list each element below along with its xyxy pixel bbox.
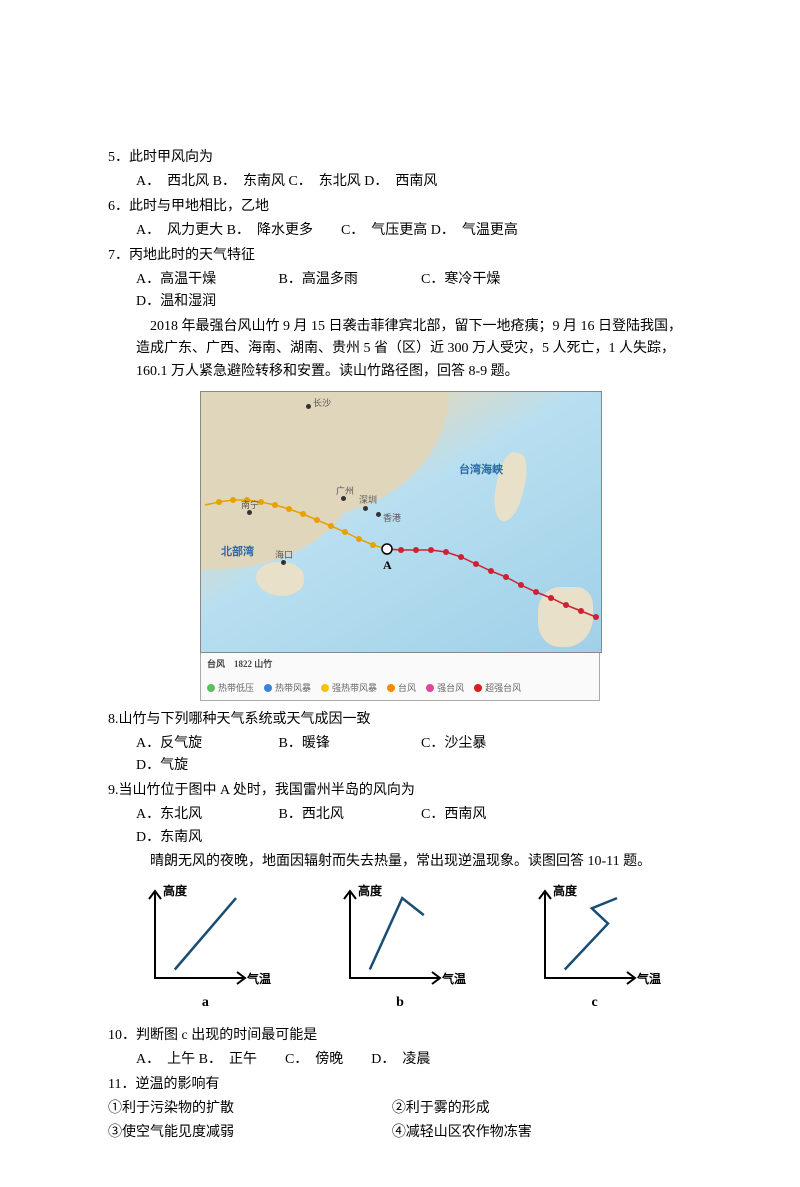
q7-stem: 7．丙地此时的天气特征 xyxy=(108,245,692,267)
q11-stem: 11．逆温的影响有 xyxy=(108,1074,692,1096)
chart-a-label: a xyxy=(135,992,275,1014)
q7-opt-d: D．温和湿润 xyxy=(136,291,275,313)
sea-label-taiwan-strait: 台湾海峡 xyxy=(459,462,503,480)
q9-opt-a: A．东北风 xyxy=(136,804,275,826)
q5-options: A． 西北风 B． 东南风 C． 东北风 D． 西南风 xyxy=(108,171,692,193)
q8-options: A．反气旋 B．暖锋 C．沙尘暴 D．气旋 xyxy=(108,733,692,778)
track-points-orange xyxy=(216,497,376,548)
typhoon-map-figure: 长沙 广州 深圳 香港 南宁 海口 台湾海峡 北部湾 A 台风 1822 山竹 … xyxy=(200,391,600,701)
q8-opt-b: B．暖锋 xyxy=(279,733,418,755)
chart-c-label: c xyxy=(525,992,665,1014)
q11-statements-row1: ①利于污染物的扩散 ②利于雾的形成 xyxy=(108,1098,692,1120)
legend-dot-2 xyxy=(264,684,272,692)
intro-8-9: 2018 年最强台风山竹 9 月 15 日袭击菲律宾北部，留下一地疮痍；9 月 … xyxy=(108,316,692,383)
q11-s1: ①利于污染物的扩散 xyxy=(108,1098,388,1120)
q10-options: A． 上午 B． 正午 C． 傍晚 D． 凌晨 xyxy=(108,1049,692,1071)
q8-opt-a: A．反气旋 xyxy=(136,733,275,755)
chart-b-xlabel: 气温 xyxy=(441,971,466,986)
city-label-changsha: 长沙 xyxy=(313,396,331,410)
legend-label-1: 热带低压 xyxy=(218,681,254,695)
legend-dot-5 xyxy=(426,684,434,692)
legend-dot-4 xyxy=(387,684,395,692)
legend-dot-3 xyxy=(321,684,329,692)
q9-opt-d: D．东南风 xyxy=(136,827,275,849)
map-legend: 台风 1822 山竹 热带低压 热带风暴 强热带风暴 台风 强台风 超强台风 xyxy=(200,653,600,701)
chart-a-ylabel: 高度 xyxy=(163,883,188,898)
q6-stem: 6．此时与甲地相比，乙地 xyxy=(108,196,692,218)
city-label-nanning: 南宁 xyxy=(241,498,259,512)
q7-opt-a: A．高温干燥 xyxy=(136,269,275,291)
point-A-marker xyxy=(382,544,392,554)
intro-10-11: 晴朗无风的夜晚，地面因辐射而失去热量，常出现逆温现象。读图回答 10-11 题。 xyxy=(108,851,692,873)
point-A-label: A xyxy=(383,556,392,575)
q7-opt-b: B．高温多雨 xyxy=(279,269,418,291)
q6-options: A． 风力更大 B． 降水更多 C． 气压更高 D． 气温更高 xyxy=(108,220,692,242)
q7-options: A．高温干燥 B．高温多雨 C．寒冷干燥 D．温和湿润 xyxy=(108,269,692,314)
q8-opt-d: D．气旋 xyxy=(136,755,275,777)
chart-c-svg: 高度 气温 xyxy=(525,883,665,988)
q9-opt-c: C．西南风 xyxy=(421,804,560,826)
track-points-red xyxy=(398,547,599,620)
q11-s3: ③使空气能见度减弱 xyxy=(108,1122,388,1144)
chart-c-xlabel: 气温 xyxy=(636,971,661,986)
q11-s2: ②利于雾的形成 xyxy=(392,1098,672,1120)
q11-s4: ④减轻山区农作物冻害 xyxy=(392,1122,672,1144)
chart-b-label: b xyxy=(330,992,470,1014)
legend-dot-1 xyxy=(207,684,215,692)
legend-label-3: 强热带风暴 xyxy=(332,681,377,695)
chart-a-svg: 高度 气温 xyxy=(135,883,275,988)
chart-b-svg: 高度 气温 xyxy=(330,883,470,988)
q5-stem: 5．此时甲风向为 xyxy=(108,147,692,169)
q9-stem: 9.当山竹位于图中 A 处时，我国雷州半岛的风向为 xyxy=(108,780,692,802)
charts-row: 高度 气温 a 高度 气温 b 高度 xyxy=(108,883,692,1014)
legend-label-4: 台风 xyxy=(398,681,416,695)
legend-label-6: 超强台风 xyxy=(485,681,521,695)
chart-c-ylabel: 高度 xyxy=(553,883,578,898)
chart-a-xlabel: 气温 xyxy=(246,971,271,986)
city-label-xianggang: 香港 xyxy=(383,511,401,525)
city-label-shenzhen: 深圳 xyxy=(359,493,377,507)
exam-page: 5．此时甲风向为 A． 西北风 B． 东南风 C． 东北风 D． 西南风 6．此… xyxy=(0,0,800,1187)
q8-stem: 8.山竹与下列哪种天气系统或天气成因一致 xyxy=(108,709,692,731)
city-label-guangzhou: 广州 xyxy=(336,484,354,498)
legend-dot-6 xyxy=(474,684,482,692)
q8-opt-c: C．沙尘暴 xyxy=(421,733,560,755)
q9-options: A．东北风 B．西北风 C．西南风 D．东南风 xyxy=(108,804,692,849)
q9-opt-b: B．西北风 xyxy=(279,804,418,826)
typhoon-map: 长沙 广州 深圳 香港 南宁 海口 台湾海峡 北部湾 A xyxy=(200,391,602,653)
chart-c: 高度 气温 c xyxy=(525,883,665,1014)
legend-label-2: 热带风暴 xyxy=(275,681,311,695)
q7-opt-c: C．寒冷干燥 xyxy=(421,269,560,291)
city-label-haikou: 海口 xyxy=(275,548,293,562)
legend-title: 台风 1822 山竹 xyxy=(207,657,593,671)
legend-label-5: 强台风 xyxy=(437,681,464,695)
chart-b: 高度 气温 b xyxy=(330,883,470,1014)
q10-stem: 10．判断图 c 出现的时间最可能是 xyxy=(108,1025,692,1047)
chart-a: 高度 气温 a xyxy=(135,883,275,1014)
chart-b-ylabel: 高度 xyxy=(358,883,383,898)
sea-label-beibuwan: 北部湾 xyxy=(221,544,254,562)
q11-statements-row2: ③使空气能见度减弱 ④减轻山区农作物冻害 xyxy=(108,1122,692,1144)
